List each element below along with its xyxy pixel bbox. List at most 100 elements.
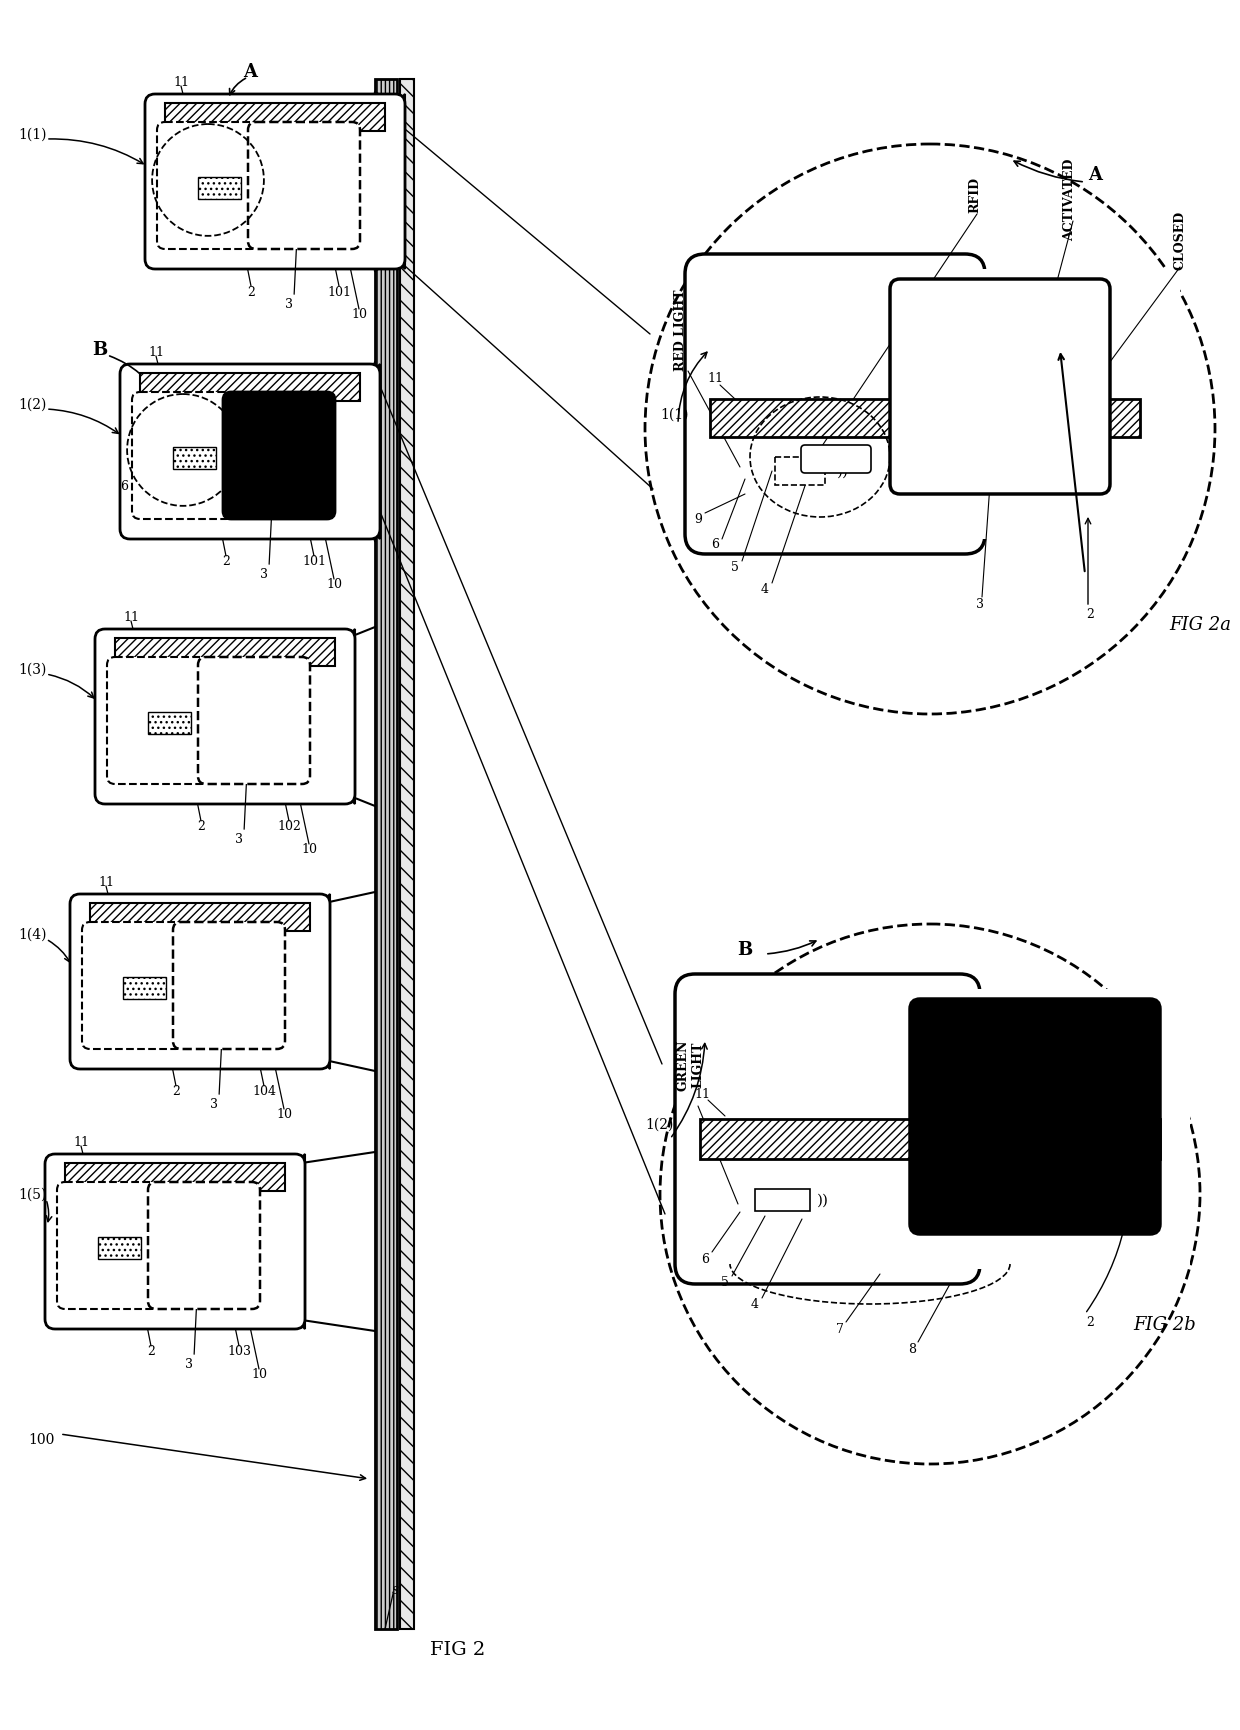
Circle shape bbox=[851, 455, 861, 465]
Bar bbox=[870, 990, 1190, 1270]
FancyBboxPatch shape bbox=[684, 254, 985, 555]
Text: 103: 103 bbox=[227, 1344, 250, 1358]
Text: 2: 2 bbox=[1086, 1317, 1094, 1329]
Text: A: A bbox=[1087, 166, 1102, 183]
Bar bbox=[115, 638, 335, 666]
Bar bbox=[91, 903, 310, 931]
FancyBboxPatch shape bbox=[131, 393, 234, 519]
FancyBboxPatch shape bbox=[157, 123, 259, 249]
Text: 4: 4 bbox=[146, 505, 155, 517]
Text: 3: 3 bbox=[285, 298, 293, 311]
Text: 102: 102 bbox=[277, 820, 301, 834]
Text: 5: 5 bbox=[732, 561, 739, 574]
Bar bbox=[701, 1119, 1159, 1159]
FancyBboxPatch shape bbox=[890, 280, 1110, 495]
FancyBboxPatch shape bbox=[95, 630, 355, 804]
Text: 3: 3 bbox=[260, 567, 268, 581]
Text: 1(1): 1(1) bbox=[660, 408, 688, 422]
Text: 8: 8 bbox=[908, 1342, 916, 1356]
Circle shape bbox=[797, 1197, 805, 1204]
Text: ACTIVATED: ACTIVATED bbox=[1064, 159, 1076, 240]
Text: 3: 3 bbox=[185, 1358, 193, 1370]
Text: Mixed: Mixed bbox=[294, 168, 337, 187]
Text: 6: 6 bbox=[120, 479, 128, 493]
Bar bbox=[172, 448, 216, 469]
Circle shape bbox=[784, 1197, 792, 1204]
Circle shape bbox=[79, 1240, 89, 1251]
Circle shape bbox=[837, 455, 847, 465]
Text: 11: 11 bbox=[174, 76, 188, 90]
Text: 100: 100 bbox=[29, 1432, 55, 1446]
Text: 2: 2 bbox=[197, 820, 205, 834]
Text: 101: 101 bbox=[303, 555, 326, 567]
Text: 101: 101 bbox=[327, 285, 351, 298]
Text: 2: 2 bbox=[1086, 609, 1094, 621]
Text: 104: 104 bbox=[252, 1085, 277, 1099]
Text: FIG 2a: FIG 2a bbox=[1169, 616, 1231, 633]
Text: RED LIGHT: RED LIGHT bbox=[673, 289, 687, 370]
FancyBboxPatch shape bbox=[45, 1154, 305, 1329]
Text: s: s bbox=[392, 1583, 398, 1597]
Text: 10: 10 bbox=[277, 1107, 291, 1121]
Text: Paper: Paper bbox=[246, 702, 286, 721]
Bar bbox=[755, 1189, 810, 1211]
Text: 1(2): 1(2) bbox=[19, 398, 46, 412]
Text: 5: 5 bbox=[133, 491, 141, 505]
Polygon shape bbox=[345, 630, 355, 804]
Text: 2: 2 bbox=[247, 285, 255, 298]
Circle shape bbox=[179, 182, 188, 192]
Text: 10: 10 bbox=[351, 308, 367, 322]
Bar bbox=[98, 1237, 140, 1259]
Circle shape bbox=[728, 1202, 742, 1216]
Text: 6: 6 bbox=[701, 1253, 709, 1266]
Text: 11: 11 bbox=[98, 875, 114, 889]
Text: 4: 4 bbox=[761, 583, 769, 597]
FancyBboxPatch shape bbox=[107, 657, 210, 784]
Text: 1(2): 1(2) bbox=[645, 1118, 673, 1131]
Bar bbox=[148, 713, 191, 735]
Bar bbox=[123, 977, 166, 1000]
Text: 6: 6 bbox=[711, 538, 719, 552]
Polygon shape bbox=[295, 1154, 305, 1329]
Text: CLOSED: CLOSED bbox=[1173, 211, 1187, 270]
Text: 1(5): 1(5) bbox=[19, 1187, 46, 1201]
FancyBboxPatch shape bbox=[910, 1000, 1159, 1233]
FancyBboxPatch shape bbox=[675, 974, 980, 1284]
Bar bbox=[711, 400, 1140, 438]
Text: Cardboard: Cardboard bbox=[205, 965, 278, 988]
Text: OPEN: OPEN bbox=[1148, 1064, 1162, 1105]
Text: 10: 10 bbox=[301, 843, 317, 856]
FancyBboxPatch shape bbox=[248, 123, 360, 249]
Text: Bio: Bio bbox=[205, 1228, 228, 1246]
Polygon shape bbox=[370, 365, 379, 540]
Text: 2: 2 bbox=[172, 1085, 180, 1099]
Bar bbox=[401, 80, 414, 1630]
FancyBboxPatch shape bbox=[145, 95, 405, 270]
FancyBboxPatch shape bbox=[57, 1182, 159, 1310]
Bar bbox=[775, 458, 825, 486]
Text: FIG 2b: FIG 2b bbox=[1133, 1315, 1197, 1334]
Text: B: B bbox=[738, 941, 753, 958]
Text: 11: 11 bbox=[148, 346, 164, 360]
FancyBboxPatch shape bbox=[120, 365, 379, 540]
Text: 2: 2 bbox=[222, 555, 229, 567]
Text: 3: 3 bbox=[236, 834, 243, 846]
Text: 1(3): 1(3) bbox=[19, 663, 46, 676]
FancyBboxPatch shape bbox=[223, 393, 335, 519]
Text: Mixed: Mixed bbox=[269, 438, 312, 457]
Text: 7: 7 bbox=[836, 1323, 844, 1336]
Text: 4: 4 bbox=[751, 1298, 759, 1311]
Text: )): )) bbox=[837, 465, 849, 479]
Text: RFID: RFID bbox=[968, 176, 982, 213]
FancyBboxPatch shape bbox=[148, 1182, 260, 1310]
Circle shape bbox=[104, 981, 114, 991]
Text: 11: 11 bbox=[694, 1088, 711, 1100]
Circle shape bbox=[808, 455, 818, 465]
Bar bbox=[165, 104, 384, 131]
FancyBboxPatch shape bbox=[82, 922, 184, 1050]
Text: 2: 2 bbox=[148, 1344, 155, 1358]
Text: 11: 11 bbox=[123, 611, 139, 625]
FancyBboxPatch shape bbox=[69, 894, 330, 1069]
Circle shape bbox=[758, 1197, 766, 1204]
Circle shape bbox=[129, 716, 139, 727]
